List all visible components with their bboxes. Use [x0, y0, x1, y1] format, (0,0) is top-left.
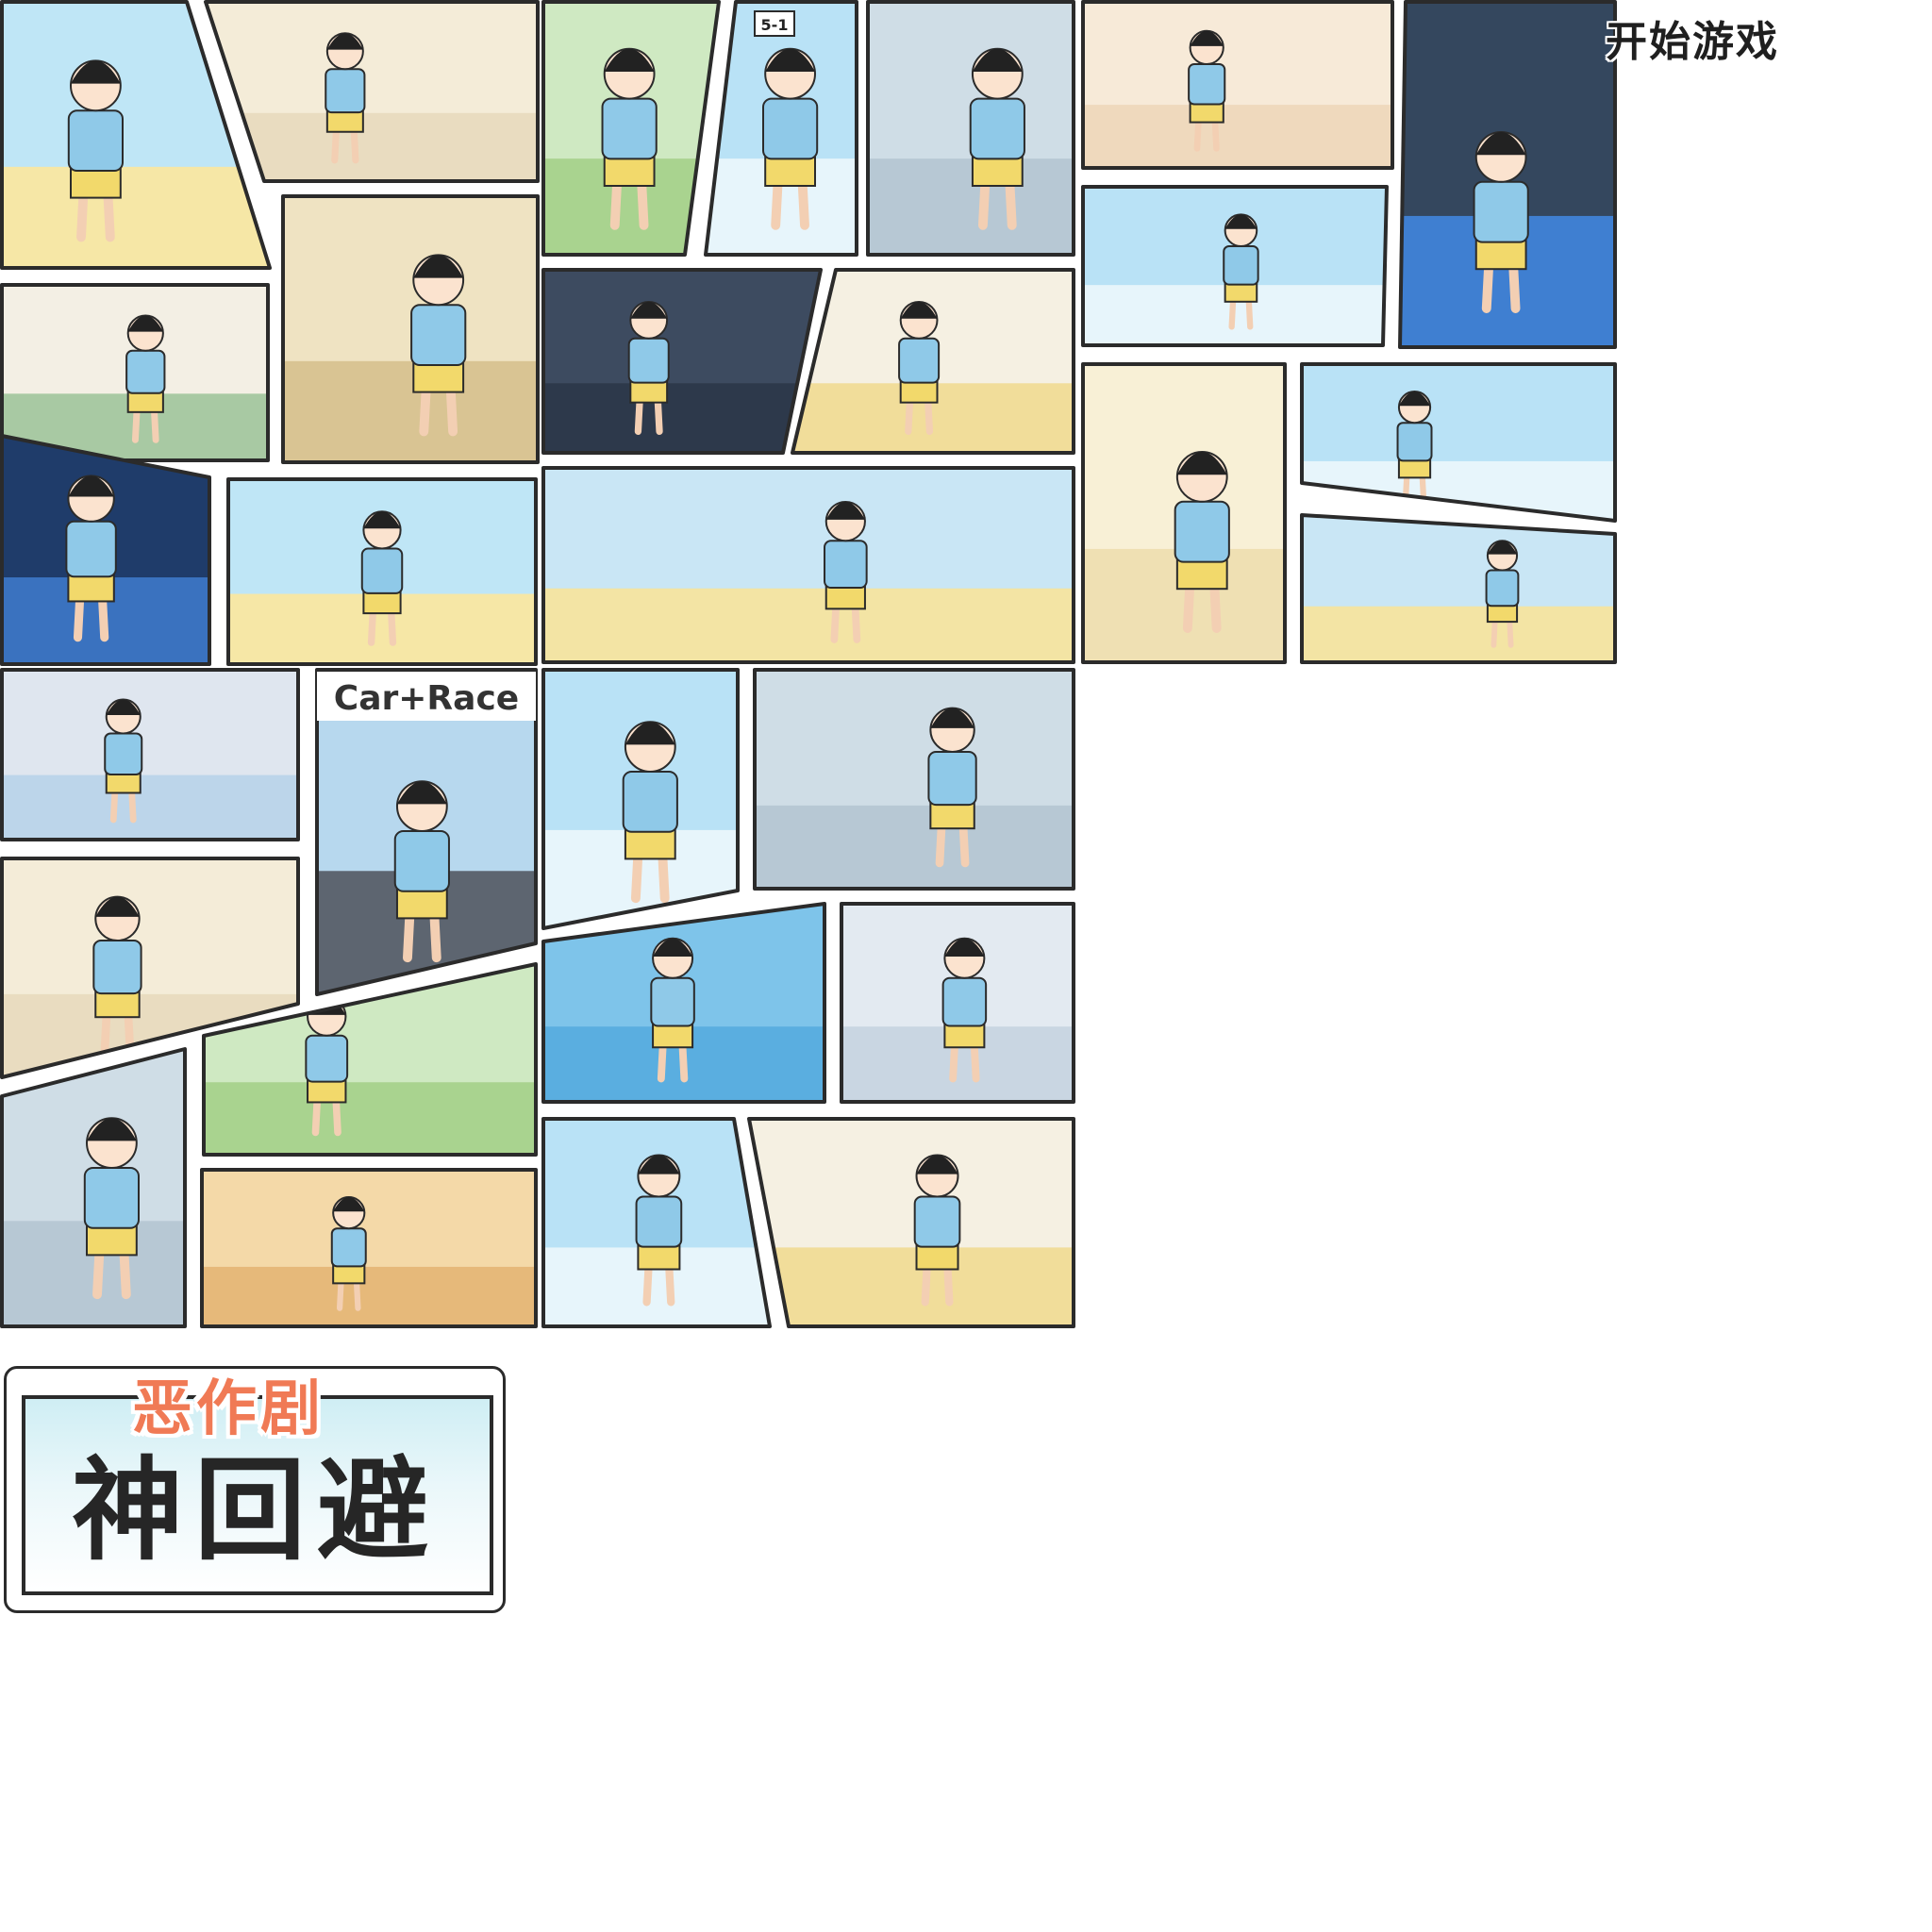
- boy-character-icon: [824, 501, 868, 643]
- boy-character-icon: [330, 1196, 367, 1311]
- boy-character-icon: [1396, 391, 1433, 506]
- panel-border: [791, 268, 1075, 455]
- panel-border: [1398, 0, 1617, 349]
- boy-character-icon: [927, 707, 977, 868]
- boy-character-icon: [104, 698, 143, 824]
- panel-border: [541, 466, 1075, 664]
- panel-border: [541, 902, 826, 1104]
- panel-border: [866, 0, 1075, 257]
- comic-panel-roof-old-man: [1302, 515, 1615, 662]
- comic-panel-barber-shop: [206, 2, 538, 181]
- boy-character-icon: [1485, 540, 1520, 648]
- comic-panel-swim-ring: [543, 904, 824, 1102]
- panel-border: [541, 668, 740, 930]
- logo-subtitle: 恶作剧: [132, 1374, 325, 1444]
- panel-border: [200, 1168, 538, 1328]
- panel-border: [541, 1117, 772, 1328]
- comic-panel-farm-field: [543, 2, 719, 255]
- comic-panel-winter-snow: [841, 904, 1074, 1102]
- start-game-button[interactable]: 开始游戏: [1606, 18, 1779, 66]
- boy-character-icon: [360, 510, 404, 646]
- boy-character-icon: [1473, 131, 1529, 313]
- comic-panel-straw-hat-plant: [1083, 364, 1285, 662]
- comic-panel-low-table-room: [2, 285, 268, 460]
- panel-border: [202, 962, 538, 1157]
- comic-panel-island-rock: [228, 479, 536, 664]
- comic-panel-supermarket-counter: [792, 270, 1074, 453]
- comic-panel-classroom-door: [706, 2, 857, 255]
- panel-border: [0, 0, 272, 270]
- logo-frame: [4, 1366, 506, 1613]
- boy-character-icon: [913, 1154, 961, 1307]
- panel-border: [753, 668, 1075, 891]
- panel-border: [0, 857, 300, 1079]
- boy-character-icon: [1223, 213, 1259, 330]
- boy-character-icon: [325, 32, 366, 164]
- comic-panel-graveyard-zombies: [755, 670, 1074, 889]
- comic-panel-park-pigeons: [543, 468, 1074, 662]
- comic-panel-bowling-lane: [202, 1170, 536, 1326]
- logo-inner-panel: [22, 1395, 493, 1595]
- comic-panel-counter-lean: [1302, 364, 1615, 521]
- boy-character-icon: [650, 937, 695, 1083]
- boy-character-icon: [125, 314, 166, 443]
- comic-panel-balloon-tree: [543, 1119, 770, 1326]
- comic-panel-museum-gallery: [543, 270, 821, 453]
- boy-character-icon: [1174, 451, 1230, 633]
- boy-character-icon: [67, 59, 125, 242]
- comic-panel-graveyard-night-2: [2, 1049, 185, 1326]
- boy-character-icon: [1188, 29, 1226, 152]
- race-banner-text: Car+Race: [334, 679, 519, 718]
- boy-character-icon: [762, 47, 819, 230]
- panel-border: [1300, 513, 1617, 664]
- room-sign: [754, 10, 795, 37]
- boy-character-icon: [941, 937, 988, 1083]
- race-banner: [317, 672, 536, 721]
- boy-character-icon: [92, 895, 142, 1057]
- boy-character-icon: [627, 300, 670, 436]
- comic-panel-outdoor-throw: [1083, 187, 1387, 345]
- panel-border: [315, 668, 538, 996]
- panel-border: [226, 477, 538, 666]
- panel-border: [541, 268, 823, 455]
- comic-panel-big-tree-house: [283, 196, 538, 462]
- panel-border: [0, 1047, 187, 1328]
- comic-panel-cooking-pan: [1083, 2, 1392, 168]
- panel-border: [1300, 362, 1617, 523]
- panel-border: [0, 668, 300, 841]
- panel-border: [541, 0, 721, 257]
- boy-character-icon: [65, 475, 117, 642]
- logo-title: 神回避: [71, 1445, 440, 1575]
- panel-border: [281, 194, 540, 464]
- boy-character-icon: [898, 300, 941, 436]
- comic-panel-wrestling-ring: [1400, 2, 1615, 347]
- comic-panel-bedroom-sleep: [2, 670, 298, 840]
- panel-border: [747, 1117, 1075, 1328]
- panel-border: [1081, 185, 1389, 347]
- boy-character-icon: [393, 780, 450, 963]
- boy-character-icon: [83, 1117, 141, 1300]
- boy-character-icon: [622, 721, 678, 904]
- game-logo: 神回避 恶作剧: [4, 1366, 506, 1613]
- comic-panel-mirror-room: [2, 436, 209, 664]
- panel-border: [1081, 362, 1287, 664]
- panel-border: [1081, 0, 1394, 170]
- panel-border: [840, 902, 1075, 1104]
- panel-border: [204, 0, 540, 183]
- panel-border: [0, 434, 211, 666]
- comic-panel-window-snow: [543, 670, 738, 928]
- panel-border: [704, 0, 858, 257]
- boy-character-icon: [969, 47, 1025, 230]
- comic-panel-car-race: [317, 670, 536, 994]
- comic-panel-graveyard-night-1: [868, 2, 1074, 255]
- boy-character-icon: [601, 47, 658, 230]
- boy-character-icon: [410, 254, 467, 437]
- room-sign-text: 5-1: [761, 16, 789, 34]
- comic-panel-sushi-conveyor: [749, 1119, 1074, 1326]
- panel-border: [0, 283, 270, 462]
- boy-character-icon: [635, 1154, 683, 1307]
